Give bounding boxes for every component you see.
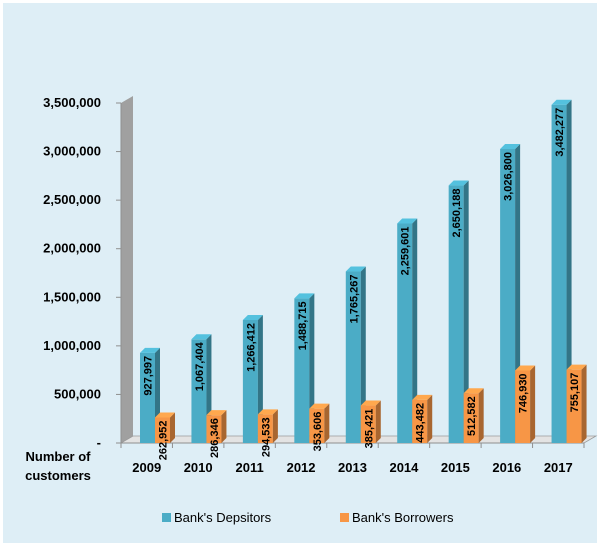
bar-side <box>170 412 175 443</box>
data-label: 3,482,277 <box>554 108 566 157</box>
bar <box>294 298 310 443</box>
corner-label-line2: customers <box>25 468 91 483</box>
legend-label-borrowers: Bank's Borrowers <box>352 510 454 525</box>
bar <box>360 405 376 443</box>
bar-side <box>360 266 366 443</box>
y-tick-label: 3,000,000 <box>43 144 101 159</box>
bar-top <box>140 347 160 353</box>
x-axis: 2009 2010 2011 2012 2013 2014 2015 2016 2017 <box>120 443 585 475</box>
x-tick-label: 2013 <box>338 460 367 475</box>
bar <box>448 185 464 443</box>
bar <box>140 352 155 443</box>
bar <box>191 339 207 443</box>
bar <box>397 223 413 443</box>
data-labels: 927,997 262,952 1,067,404 286,346 1,266,412 2… <box>143 108 582 461</box>
bar-top <box>257 409 278 415</box>
bar-top <box>294 293 315 299</box>
bar <box>412 399 428 443</box>
data-label: 286,346 <box>209 418 221 458</box>
bar-top <box>242 314 263 320</box>
bar-side <box>375 400 381 443</box>
corner-label-line1: Number of <box>26 449 92 464</box>
bar <box>551 104 567 443</box>
bar <box>257 414 273 443</box>
bar <box>155 417 170 443</box>
x-tick-label: 2016 <box>492 460 521 475</box>
data-label: 927,997 <box>143 356 155 396</box>
bar-top <box>309 403 330 409</box>
bar-side <box>566 99 572 443</box>
bar-top <box>412 394 433 400</box>
data-label: 1,765,267 <box>348 275 360 324</box>
y-tick-label: - <box>97 435 101 450</box>
data-label: 1,266,412 <box>245 323 257 372</box>
bar-side <box>221 410 227 443</box>
bar-top <box>500 143 521 149</box>
data-label: 2,650,188 <box>451 189 463 238</box>
data-label: 2,259,601 <box>400 226 412 275</box>
data-label: 262,952 <box>158 420 170 460</box>
bar-side <box>272 409 278 443</box>
y-tick-label: 2,000,000 <box>43 241 101 256</box>
bar <box>345 271 361 443</box>
data-label: 443,482 <box>415 403 427 443</box>
data-label: 1,488,715 <box>297 301 309 350</box>
x-tick-label: 2014 <box>389 460 419 475</box>
bar-side <box>463 180 469 443</box>
bar-top <box>463 388 484 394</box>
y-tick-label: 500,000 <box>54 386 101 401</box>
x-tick-label: 2009 <box>132 460 161 475</box>
bar-top <box>206 410 227 416</box>
legend-swatch-borrowers <box>340 513 349 522</box>
bar <box>242 319 258 443</box>
bar-top <box>191 334 212 340</box>
data-label: 755,107 <box>569 373 581 413</box>
x-tick-label: 2012 <box>287 460 316 475</box>
bar-top <box>566 364 587 370</box>
bar-top <box>551 99 572 105</box>
data-label: 385,421 <box>363 409 375 449</box>
legend-swatch-depositors <box>162 513 171 522</box>
bar-side <box>581 364 587 443</box>
data-label: 3,026,800 <box>503 152 515 201</box>
bar-side <box>478 388 484 443</box>
bar-side <box>427 394 433 443</box>
bar-top <box>448 180 469 186</box>
legend: Bank's Depsitors Bank's Borrowers <box>162 510 454 525</box>
data-label: 294,533 <box>260 417 272 457</box>
chart-area <box>3 3 597 543</box>
bar-top <box>345 266 366 272</box>
bar-top <box>397 218 418 224</box>
legend-label-depositors: Bank's Depsitors <box>174 510 272 525</box>
y-tick-label: 1,000,000 <box>43 338 101 353</box>
y-tick-label: 1,500,000 <box>43 289 101 304</box>
bar <box>309 408 325 443</box>
data-label: 746,930 <box>518 373 530 413</box>
bar-top <box>155 412 175 418</box>
bar-top <box>515 365 536 371</box>
y-axis: - 500,000 1,000,000 1,500,000 2,000,000 2,500… <box>43 95 121 450</box>
y-tick-label: 2,500,000 <box>43 192 101 207</box>
x-tick-label: 2011 <box>236 460 264 475</box>
bar-side <box>324 403 330 443</box>
side-wall <box>121 96 133 443</box>
bar <box>206 415 222 443</box>
bar-side <box>412 218 418 443</box>
bar <box>463 393 479 443</box>
x-tick-label: 2015 <box>441 460 470 475</box>
bar <box>500 148 516 443</box>
bar-side <box>530 365 536 443</box>
data-label: 1,067,404 <box>194 341 206 391</box>
data-label: 353,606 <box>312 412 324 452</box>
y-tick-label: 3,500,000 <box>43 95 101 110</box>
bars <box>140 99 587 443</box>
bar <box>566 369 582 443</box>
data-label: 512,582 <box>466 396 478 436</box>
x-tick-label: 2010 <box>184 460 213 475</box>
bar <box>515 370 531 443</box>
bar-top <box>360 400 381 406</box>
x-tick-label: 2017 <box>544 460 573 475</box>
